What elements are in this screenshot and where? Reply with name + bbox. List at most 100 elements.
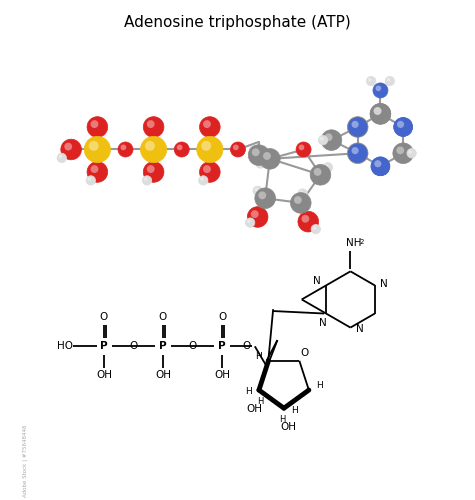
Circle shape <box>174 142 189 157</box>
Circle shape <box>87 162 108 182</box>
Circle shape <box>299 144 304 150</box>
Text: OH: OH <box>281 422 296 432</box>
Text: P: P <box>218 342 226 351</box>
Circle shape <box>256 159 265 168</box>
Circle shape <box>257 160 261 164</box>
Text: Adobe Stock | #75648446: Adobe Stock | #75648446 <box>22 424 28 497</box>
Circle shape <box>396 146 404 154</box>
Circle shape <box>203 120 211 128</box>
Circle shape <box>143 116 164 138</box>
Circle shape <box>352 147 359 154</box>
Circle shape <box>246 218 255 228</box>
Circle shape <box>91 165 98 173</box>
Circle shape <box>374 107 381 115</box>
Circle shape <box>366 76 376 86</box>
Circle shape <box>374 160 381 168</box>
Text: H: H <box>257 397 264 406</box>
Circle shape <box>310 164 331 185</box>
Circle shape <box>147 120 155 128</box>
Circle shape <box>263 152 271 160</box>
Circle shape <box>298 212 319 232</box>
Circle shape <box>258 192 266 200</box>
Text: NH: NH <box>345 238 361 248</box>
Text: OH: OH <box>246 404 262 414</box>
Text: N: N <box>313 276 321 285</box>
Circle shape <box>351 120 359 128</box>
Circle shape <box>260 148 264 151</box>
Text: OH: OH <box>96 370 112 380</box>
Circle shape <box>87 116 108 138</box>
Circle shape <box>141 136 167 162</box>
Text: P: P <box>159 342 167 351</box>
Circle shape <box>91 120 98 128</box>
Circle shape <box>121 144 126 150</box>
Circle shape <box>348 144 367 163</box>
Circle shape <box>314 168 322 176</box>
Text: H: H <box>245 388 252 396</box>
Circle shape <box>393 143 413 164</box>
Text: P: P <box>100 342 108 351</box>
Circle shape <box>368 78 371 82</box>
Circle shape <box>376 86 381 91</box>
Circle shape <box>177 144 182 150</box>
Text: H: H <box>291 406 297 414</box>
Circle shape <box>387 78 390 82</box>
Circle shape <box>374 160 381 168</box>
Text: N: N <box>319 318 327 328</box>
Circle shape <box>199 176 208 185</box>
Circle shape <box>251 210 259 218</box>
Circle shape <box>201 141 211 151</box>
Circle shape <box>323 162 332 172</box>
Circle shape <box>252 148 260 156</box>
Circle shape <box>347 116 368 138</box>
Circle shape <box>318 136 328 145</box>
Circle shape <box>255 188 258 191</box>
Circle shape <box>325 134 332 141</box>
Circle shape <box>325 164 328 168</box>
Text: H: H <box>316 381 323 390</box>
Circle shape <box>255 188 276 208</box>
Circle shape <box>394 118 413 137</box>
Circle shape <box>397 121 404 128</box>
Circle shape <box>143 162 164 182</box>
Circle shape <box>253 186 262 196</box>
Circle shape <box>408 150 412 154</box>
Circle shape <box>88 178 91 181</box>
Text: N: N <box>356 324 364 334</box>
Circle shape <box>247 220 251 223</box>
Text: H: H <box>255 352 262 360</box>
Circle shape <box>313 226 316 230</box>
Circle shape <box>370 104 391 124</box>
Text: O: O <box>129 342 138 351</box>
Circle shape <box>294 196 302 204</box>
Text: O: O <box>189 342 197 351</box>
Circle shape <box>311 224 321 234</box>
Circle shape <box>84 136 111 162</box>
Text: H: H <box>279 415 285 424</box>
Circle shape <box>89 141 99 151</box>
Circle shape <box>397 121 404 128</box>
Text: Adenosine triphosphate (ATP): Adenosine triphosphate (ATP) <box>124 14 351 30</box>
Circle shape <box>290 192 311 213</box>
Circle shape <box>142 176 152 185</box>
Text: 2: 2 <box>360 240 364 246</box>
Circle shape <box>374 107 381 115</box>
Circle shape <box>144 178 148 181</box>
Circle shape <box>251 148 255 151</box>
Text: HO: HO <box>57 342 73 351</box>
Circle shape <box>321 130 342 150</box>
Circle shape <box>371 157 390 176</box>
Circle shape <box>230 142 246 157</box>
Circle shape <box>298 189 307 198</box>
Circle shape <box>259 148 280 169</box>
Text: OH: OH <box>155 370 171 380</box>
Circle shape <box>197 136 223 162</box>
Text: O: O <box>242 342 250 351</box>
Circle shape <box>385 76 395 86</box>
Circle shape <box>145 141 155 151</box>
Circle shape <box>200 116 220 138</box>
Text: O: O <box>159 312 167 322</box>
Text: O: O <box>100 312 108 322</box>
Circle shape <box>352 121 359 128</box>
Circle shape <box>64 142 72 150</box>
